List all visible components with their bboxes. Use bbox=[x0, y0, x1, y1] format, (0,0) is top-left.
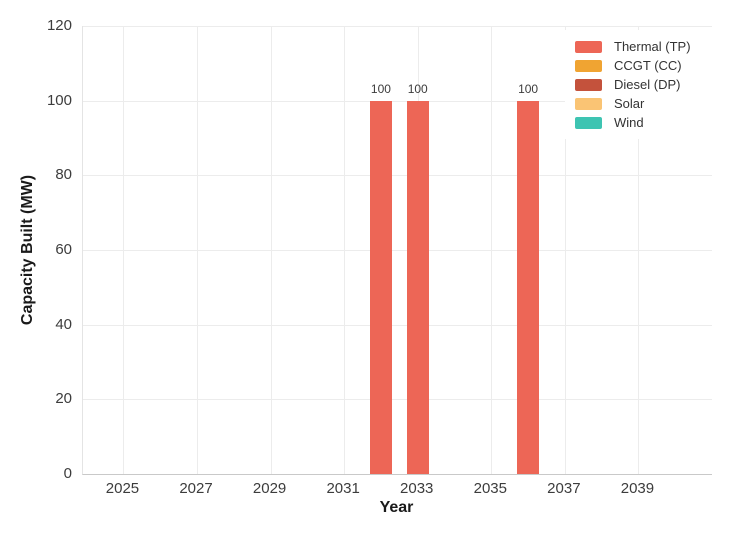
legend-swatch-icon bbox=[575, 97, 602, 110]
x-tick-label: 2025 bbox=[105, 480, 140, 497]
bar-value-label: 100 bbox=[407, 81, 428, 96]
legend-item-label: Solar bbox=[614, 96, 645, 111]
x-gridline bbox=[123, 26, 125, 474]
x-gridline bbox=[638, 26, 640, 474]
y-gridline bbox=[83, 175, 712, 177]
legend-item-ccgt-cc-[interactable]: CCGT (CC) bbox=[575, 56, 735, 75]
x-tick-label: 2037 bbox=[547, 480, 581, 497]
y-gridline bbox=[83, 100, 712, 102]
bar-thermal-tp--2036[interactable] bbox=[517, 100, 540, 474]
x-gridline bbox=[197, 26, 199, 474]
x-tick-label: 2031 bbox=[326, 480, 360, 497]
y-gridline bbox=[83, 26, 712, 27]
plot-area: 100 100 100 bbox=[82, 26, 712, 475]
y-tick-label: 60 bbox=[55, 241, 72, 258]
bar-thermal-tp--2033[interactable] bbox=[406, 100, 429, 474]
x-gridline bbox=[564, 26, 566, 474]
bar-value-label: 100 bbox=[370, 81, 391, 96]
legend-item-label: CCGT (CC) bbox=[614, 58, 682, 73]
legend-item-label: Diesel (DP) bbox=[614, 77, 681, 92]
x-gridline bbox=[491, 26, 493, 474]
y-gridline bbox=[83, 250, 712, 251]
x-tick-label: 2033 bbox=[400, 480, 434, 497]
legend-swatch-icon bbox=[575, 59, 602, 72]
y-tick-label: 120 bbox=[46, 17, 72, 34]
legend-item-label: Wind bbox=[614, 115, 644, 130]
x-gridline bbox=[270, 26, 272, 474]
y-tick-label: 0 bbox=[63, 465, 72, 482]
legend-item-diesel-dp-[interactable]: Diesel (DP) bbox=[575, 75, 735, 94]
bar-thermal-tp--2032[interactable] bbox=[369, 100, 392, 474]
x-tick-label: 2027 bbox=[179, 480, 213, 497]
x-axis-title: Year bbox=[379, 499, 414, 516]
x-tick-label: 2039 bbox=[620, 480, 655, 497]
y-gridline bbox=[83, 324, 712, 326]
legend-swatch-icon bbox=[575, 116, 602, 129]
x-gridline bbox=[344, 26, 346, 474]
legend-item-label: Thermal (TP) bbox=[614, 39, 691, 54]
y-tick-label: 20 bbox=[55, 390, 72, 408]
legend: Thermal (TP) CCGT (CC) Diesel (DP) Solar Win… bbox=[565, 30, 736, 139]
legend-item-solar[interactable]: Solar bbox=[575, 94, 735, 113]
legend-swatch-icon bbox=[575, 78, 602, 91]
y-tick-label: 80 bbox=[55, 166, 72, 184]
y-tick-label: 100 bbox=[46, 91, 72, 109]
y-gridline bbox=[83, 399, 712, 401]
x-tick-label: 2035 bbox=[473, 480, 507, 497]
legend-item-wind[interactable]: Wind bbox=[575, 113, 735, 132]
bar-value-label: 100 bbox=[518, 81, 539, 96]
legend-item-thermal-tp-[interactable]: Thermal (TP) bbox=[575, 37, 735, 56]
legend-swatch-icon bbox=[575, 40, 602, 53]
y-tick-label: 40 bbox=[55, 315, 72, 333]
x-tick-label: 2029 bbox=[252, 480, 287, 497]
